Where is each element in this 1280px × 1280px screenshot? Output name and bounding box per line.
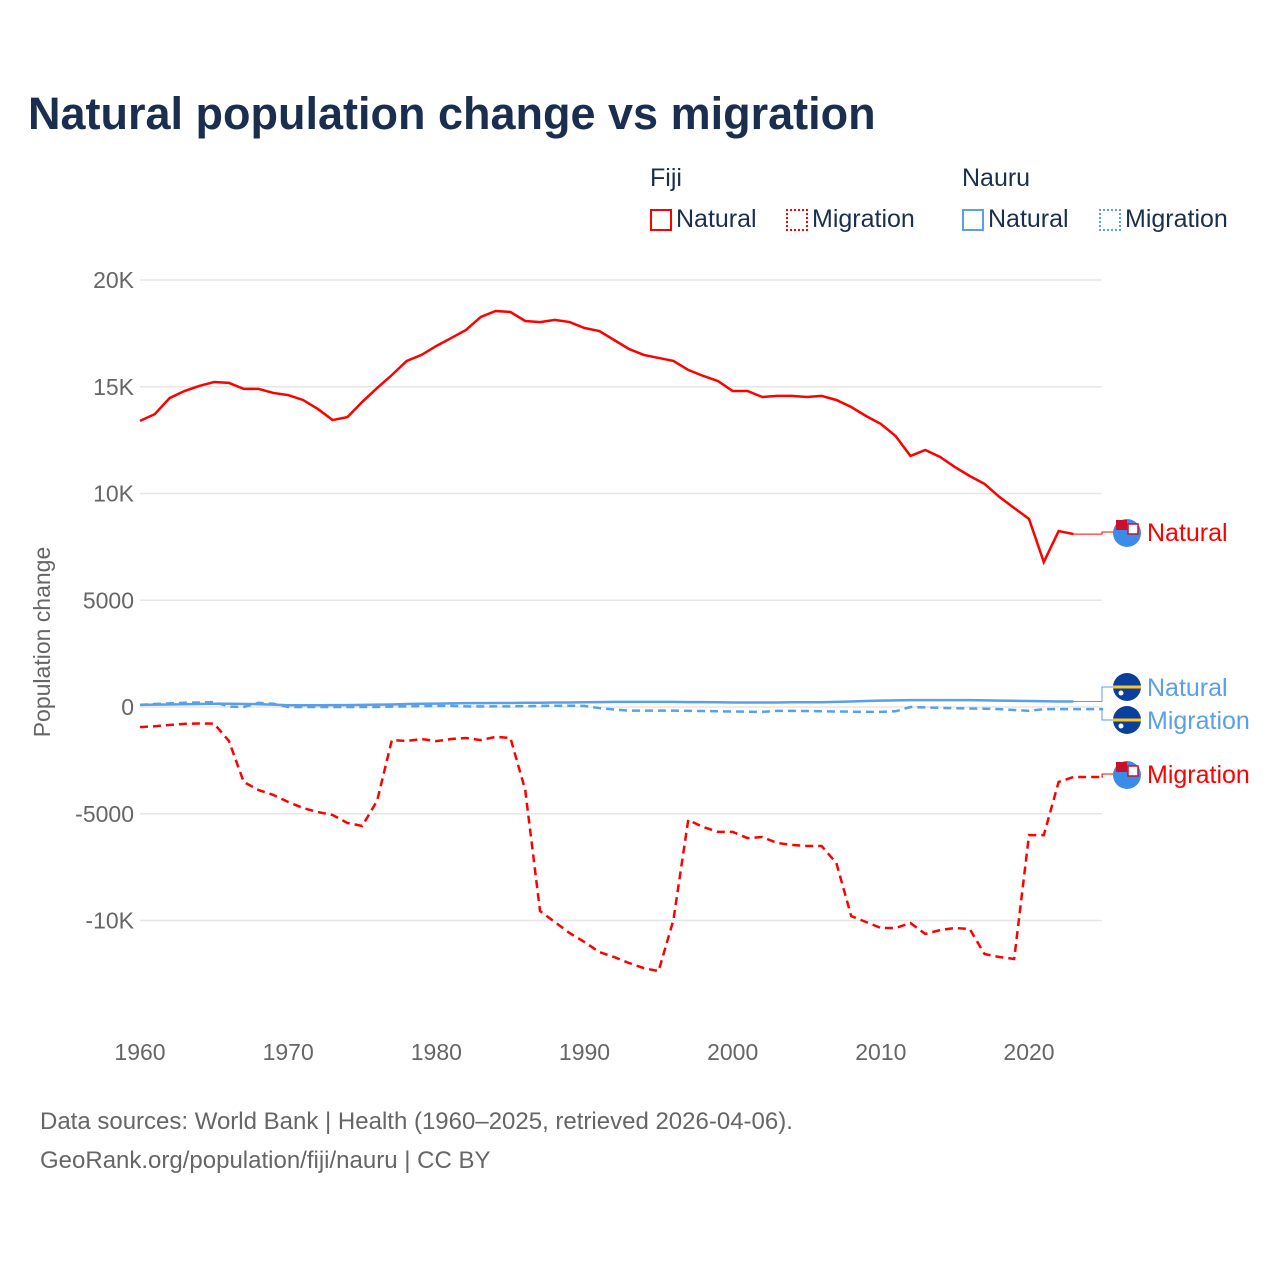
x-tick-label: 2000 [707, 1039, 758, 1065]
x-tick-label: 2020 [1003, 1039, 1054, 1065]
legend-swatch-dotted [1099, 208, 1121, 231]
series-end-label: Migration [1147, 707, 1250, 735]
legend-group-fiji: Fiji [650, 164, 682, 192]
label-connector [1073, 686, 1118, 702]
nauru-flag-star [1118, 723, 1124, 729]
fiji-flag-shield [1127, 765, 1139, 777]
legend-label: Natural [676, 205, 757, 233]
series-line-fiji-migration [139, 722, 1104, 973]
y-tick-label: -5000 [75, 801, 134, 827]
fiji-flag-shield [1127, 523, 1139, 535]
y-tick-label: 5000 [83, 587, 134, 613]
label-connector [1073, 531, 1118, 535]
y-tick-label: 15K [93, 374, 135, 400]
series-end-label: Natural [1147, 674, 1228, 702]
series-end-label: Migration [1147, 761, 1250, 789]
fiji-flag-union [1116, 520, 1127, 530]
x-tick-label: 2010 [855, 1039, 906, 1065]
fiji-flag-union [1116, 762, 1127, 772]
legend-nauru-natural[interactable]: Natural [962, 205, 1069, 234]
legend-swatch-dotted [786, 208, 808, 231]
x-tick-label: 1980 [411, 1039, 462, 1065]
nauru-flag-stripe [1113, 718, 1141, 722]
legend-label: Natural [988, 205, 1069, 233]
y-tick-label: 10K [93, 481, 135, 507]
legend-fiji-migration[interactable]: Migration [786, 205, 915, 234]
legend-label: Migration [1125, 205, 1228, 233]
source-note: Data sources: World Bank | Health (1960–… [40, 1108, 793, 1135]
y-tick-label: 0 [121, 694, 134, 720]
legend-swatch-solid [650, 208, 672, 231]
y-tick-label: 20K [93, 267, 135, 293]
label-connector [1101, 773, 1118, 778]
legend-fiji-natural[interactable]: Natural [650, 205, 757, 234]
nauru-flag-stripe [1113, 685, 1141, 689]
x-tick-label: 1990 [559, 1039, 610, 1065]
legend-label: Migration [812, 205, 915, 233]
series-line-nauru-natural [139, 698, 1074, 707]
nauru-flag-star [1118, 690, 1124, 696]
series-line-nauru-migration [139, 700, 1104, 714]
label-connector [1101, 708, 1118, 721]
y-axis-label: Population change [29, 547, 55, 738]
y-tick-label: -10K [85, 908, 134, 934]
series-end-label: Natural [1147, 519, 1228, 547]
x-tick-label: 1970 [263, 1039, 314, 1065]
legend-nauru-migration[interactable]: Migration [1099, 205, 1228, 234]
legend-swatch-solid [962, 208, 984, 231]
source-url: GeoRank.org/population/fiji/nauru | CC B… [40, 1147, 491, 1174]
series-line-fiji-natural [139, 309, 1074, 566]
x-tick-label: 1960 [114, 1039, 165, 1065]
legend-group-nauru: Nauru [962, 164, 1031, 192]
chart-title: Natural population change vs migration [28, 88, 876, 139]
